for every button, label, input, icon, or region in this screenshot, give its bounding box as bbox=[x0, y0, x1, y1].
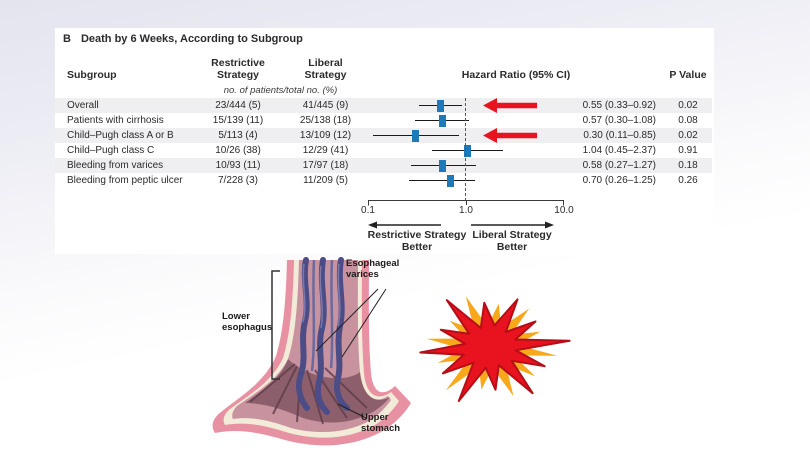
liberal-value-cell: 17/97 (18) bbox=[302, 160, 349, 171]
p-value-cell: 0.91 bbox=[678, 145, 698, 156]
subgroup-cell: Bleeding from varices bbox=[67, 160, 164, 171]
highlight-arrow-icon bbox=[483, 98, 537, 113]
subgroup-cell: Overall bbox=[67, 100, 99, 111]
forest-plot-cell bbox=[368, 158, 572, 173]
highlight-arrow-icon bbox=[483, 128, 537, 143]
varices-label: Esophageal varices bbox=[346, 258, 400, 280]
reference-line bbox=[465, 98, 466, 201]
forest-plot-cell bbox=[368, 98, 572, 113]
restrictive-value-cell: 5/113 (4) bbox=[218, 130, 258, 141]
axis-tick-label-01: 0.1 bbox=[361, 205, 375, 216]
p-value-cell: 0.02 bbox=[678, 100, 698, 111]
col-header-restrictive: Restrictive Strategy bbox=[211, 56, 265, 82]
lower-esophagus-label: Lower esophagus bbox=[222, 311, 273, 333]
forest-plot-panel: B Death by 6 Weeks, According to Subgroup… bbox=[55, 28, 714, 254]
hr-value-cell: 0.30 (0.11–0.85) bbox=[583, 130, 656, 141]
stomach-pointer-line bbox=[337, 403, 367, 419]
forest-plot-cell bbox=[368, 128, 572, 143]
hr-marker bbox=[438, 114, 446, 127]
vein-highlights bbox=[302, 263, 341, 329]
esophageal-varices-veins bbox=[296, 257, 350, 415]
restrictive-value-cell: 10/93 (11) bbox=[215, 160, 261, 171]
hr-marker bbox=[411, 129, 419, 142]
x-axis bbox=[368, 200, 564, 206]
subgroup-cell: Patients with cirrhosis bbox=[67, 115, 164, 126]
hr-value-cell: 0.57 (0.30–1.08) bbox=[582, 115, 656, 126]
small-veins bbox=[310, 259, 334, 372]
forest-plot-cell bbox=[368, 143, 572, 158]
p-value-cell: 0.08 bbox=[678, 115, 698, 126]
hr-marker bbox=[447, 174, 455, 187]
figure-title: B Death by 6 Weeks, According to Subgroup bbox=[63, 33, 303, 45]
hr-value-cell: 1.04 (0.45–2.37) bbox=[582, 145, 656, 156]
direction-arrow-right-icon bbox=[471, 221, 554, 229]
p-value-cell: 0.18 bbox=[678, 160, 698, 171]
restrictive-value-cell: 10/26 (38) bbox=[215, 145, 261, 156]
axis-tick-label-10: 10.0 bbox=[554, 205, 574, 216]
units-note: no. of patients/total no. (%) bbox=[223, 85, 338, 96]
hr-value-cell: 0.58 (0.27–1.27) bbox=[582, 160, 656, 171]
lower-esophagus-bracket bbox=[271, 270, 280, 380]
table-body: Overall 23/444 (5) 41/445 (9) 0.55 (0.33–0.… bbox=[55, 98, 712, 188]
direction-arrow-left-icon bbox=[368, 221, 441, 229]
ci-line bbox=[408, 179, 476, 182]
hr-value-cell: 0.55 (0.33–0.92) bbox=[582, 100, 656, 111]
table-row: Child–Pugh class C 10/26 (38) 12/29 (41) 1.… bbox=[55, 143, 712, 158]
col-header-liberal: Liberal Strategy bbox=[304, 56, 347, 82]
subgroup-cell: Bleeding from peptic ulcer bbox=[67, 175, 183, 186]
col-header-p-value: P Value bbox=[669, 69, 707, 82]
starburst-icon bbox=[419, 296, 571, 402]
subgroup-cell: Child–Pugh class A or B bbox=[67, 130, 174, 141]
subgroup-cell: Child–Pugh class C bbox=[67, 145, 155, 156]
left-better-label: Restrictive Strategy Better bbox=[367, 229, 467, 254]
hr-marker bbox=[439, 159, 447, 172]
table-header-row: Subgroup Restrictive Strategy Liberal St… bbox=[55, 54, 712, 82]
forest-plot-cell bbox=[368, 173, 572, 188]
p-value-cell: 0.02 bbox=[678, 130, 698, 141]
table-row: Child–Pugh class A or B 5/113 (4) 13/109 (… bbox=[55, 128, 712, 143]
varices-pointer-lines bbox=[315, 288, 387, 358]
liberal-value-cell: 13/109 (12) bbox=[299, 130, 352, 141]
liberal-value-cell: 11/209 (5) bbox=[303, 175, 348, 186]
table-row: Bleeding from varices 10/93 (11) 17/97 (18… bbox=[55, 158, 712, 173]
liberal-value-cell: 41/445 (9) bbox=[302, 100, 349, 111]
table-row: Bleeding from peptic ulcer 7/228 (3) 11/20… bbox=[55, 173, 712, 188]
p-value-cell: 0.26 bbox=[678, 175, 698, 186]
restrictive-value-cell: 23/444 (5) bbox=[215, 100, 261, 111]
esophagus-diagram-svg bbox=[212, 257, 411, 446]
panel-letter: B bbox=[63, 33, 71, 45]
liberal-value-cell: 12/29 (41) bbox=[302, 145, 349, 156]
col-header-hazard-ratio: Hazard Ratio (95% CI) bbox=[461, 69, 571, 82]
forest-plot-cell bbox=[368, 113, 572, 128]
table-row: Patients with cirrhosis 15/139 (11) 25/138… bbox=[55, 113, 712, 128]
figure-title-text: Death by 6 Weeks, According to Subgroup bbox=[80, 33, 303, 45]
esophagus-illustration: Esophageal varices Lower esophagus Upper… bbox=[195, 256, 425, 448]
col-header-subgroup: Subgroup bbox=[67, 69, 117, 82]
restrictive-value-cell: 7/228 (3) bbox=[217, 175, 259, 186]
right-better-label: Liberal Strategy Better bbox=[472, 229, 552, 254]
restrictive-value-cell: 15/139 (11) bbox=[212, 115, 264, 126]
hr-marker bbox=[464, 144, 472, 157]
table-row: Overall 23/444 (5) 41/445 (9) 0.55 (0.33–0.… bbox=[55, 98, 712, 113]
hr-value-cell: 0.70 (0.26–1.25) bbox=[582, 175, 656, 186]
upper-stomach-label: Upper stomach bbox=[361, 412, 401, 434]
axis-tick-label-1: 1.0 bbox=[459, 205, 473, 216]
hr-marker bbox=[437, 99, 445, 112]
liberal-value-cell: 25/138 (18) bbox=[299, 115, 352, 126]
